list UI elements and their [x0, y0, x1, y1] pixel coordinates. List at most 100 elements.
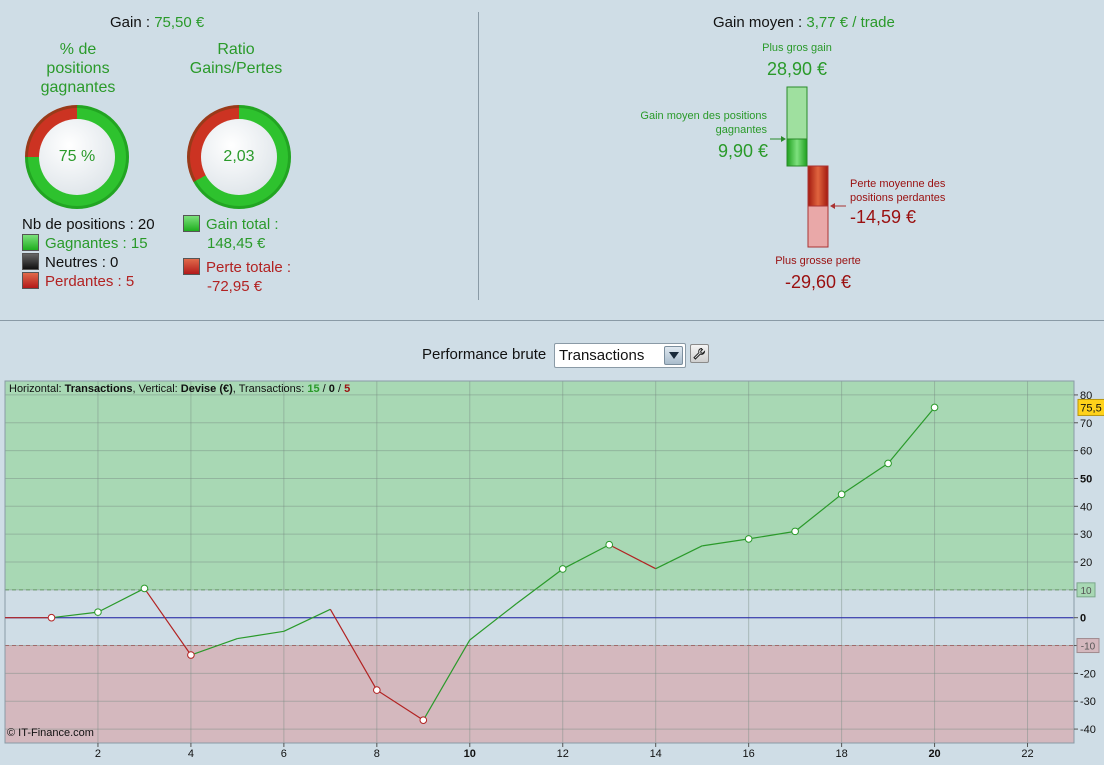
transactions-separator: /	[319, 383, 329, 395]
horizontal-divider	[0, 320, 1104, 321]
avg-gain-bar	[786, 138, 808, 167]
x-tick-label: 4	[188, 748, 194, 760]
perte-totale-value: -72,95 €	[207, 278, 263, 295]
data-point	[930, 403, 939, 412]
ratio-value: 2,03	[201, 119, 277, 195]
series-segment	[51, 611, 99, 619]
y-tick-label: 70	[1080, 418, 1092, 430]
gain-summary: Gain : 75,50 €	[110, 14, 204, 31]
plus-gros-gain-value: 28,90 €	[766, 59, 828, 79]
gain-moyen-pos-label: Gain moyen des positions gagnantes	[620, 109, 767, 137]
perte-moyenne-label: Perte moyenne des positions perdantes	[850, 177, 945, 205]
data-point	[558, 565, 567, 573]
red-square-icon	[183, 258, 200, 275]
chevron-down-icon[interactable]	[664, 346, 683, 365]
data-point	[140, 584, 149, 593]
pct-title-line3: gagnantes	[40, 79, 116, 96]
series-segment	[562, 544, 610, 570]
x-tick-label: 10	[464, 748, 476, 760]
copyright: © IT-Finance.com	[7, 727, 94, 739]
x-tick-label: 18	[835, 748, 847, 760]
win-pct-donut: 75 %	[25, 105, 129, 209]
upper-band-label: 10	[1080, 586, 1092, 597]
y-tick-label: 60	[1080, 446, 1092, 458]
horizontal-label: Horizontal:	[9, 383, 65, 395]
positions-legend: Nb de positions : 20 Gagnantes : 15 Neut…	[22, 215, 155, 291]
series-segment	[469, 603, 517, 641]
y-tick-label: -30	[1080, 696, 1096, 708]
neutres-row: Neutres : 0	[22, 253, 155, 272]
y-tick-label: 80	[1080, 390, 1092, 402]
gain-moyen-pos-value: 9,90 €	[717, 141, 768, 161]
series-segment	[237, 630, 284, 640]
series-segment	[841, 462, 889, 495]
chart-info: Horizontal: Transactions, Vertical: Devi…	[9, 383, 350, 395]
profit-zone	[5, 381, 1074, 590]
green-square-icon	[183, 215, 200, 232]
data-point	[605, 540, 614, 549]
perte-totale-label: Perte totale :	[206, 259, 292, 276]
transactions-separator: /	[334, 383, 345, 395]
gagnantes-text: Gagnantes : 15	[45, 235, 148, 252]
plus-gros-gain-label: Plus gros gain	[762, 42, 832, 54]
performance-select[interactable]: Transactions	[554, 343, 686, 368]
red-square-icon	[22, 272, 39, 289]
ratio-title-line1: Ratio	[217, 41, 255, 58]
vertical-divider	[478, 12, 479, 300]
avg-loss-bar	[807, 165, 829, 207]
pct-title: % de positions gagnantes	[28, 40, 128, 97]
upper-band-badge	[1076, 582, 1096, 598]
horizontal-value: Transactions	[64, 383, 133, 395]
data-point	[791, 527, 799, 536]
series-segment	[283, 608, 331, 632]
last-value-badge	[1077, 398, 1104, 416]
data-point	[373, 686, 381, 694]
loss-zone	[5, 645, 1074, 743]
gain-moyen-header: Gain moyen : 3,77 € / trade	[713, 14, 895, 31]
perte-totale: Perte totale : -72,95 €	[183, 258, 291, 296]
performance-chart: 2 4 6 8 10 12 14 16 18 20 22 -40 -30 -20 -10 0 10 20 30 40 5…	[4, 380, 1104, 760]
x-tick-label: 12	[557, 748, 569, 760]
y-tick-label: 0	[1080, 613, 1086, 625]
gain-value: 75,50 €	[154, 14, 205, 31]
data-point	[744, 535, 753, 543]
series-segment	[376, 689, 424, 721]
data-point	[837, 490, 846, 499]
data-point	[94, 608, 102, 616]
wrench-icon[interactable]	[690, 344, 709, 363]
gain-total-label-row: Gain total :	[183, 215, 279, 234]
black-square-icon	[22, 253, 39, 270]
x-tick-label: 22	[1021, 748, 1033, 760]
plus-grosse-perte-label: Plus grosse perte	[775, 255, 861, 267]
series-segment	[97, 587, 145, 613]
nb-positions: Nb de positions : 20	[22, 216, 155, 233]
y-tick-label: 30	[1080, 529, 1092, 541]
y-tick-label: -20	[1080, 668, 1096, 680]
data-point	[884, 459, 892, 468]
series-segment	[702, 538, 749, 547]
transactions-neutral: 0	[328, 383, 335, 395]
perdantes-text: Perdantes : 5	[45, 273, 135, 290]
data-point	[47, 613, 56, 622]
series-segment	[190, 638, 238, 656]
neutres-text: Neutres : 0	[45, 254, 119, 271]
gain-total-value: 148,45 €	[207, 235, 266, 252]
series-segment	[608, 544, 656, 570]
x-tick-label: 16	[743, 748, 755, 760]
transactions-win: 15	[307, 383, 320, 395]
gain-loss-bars	[770, 86, 846, 248]
plus-grosse-perte-value: -29,60 €	[784, 272, 852, 292]
x-tick-label: 14	[650, 748, 662, 760]
vertical-value: Devise (€)	[180, 383, 233, 395]
last-value-label: 75,5	[1080, 402, 1101, 414]
y-tick-label: -40	[1080, 724, 1096, 736]
lower-band-label: -10	[1081, 642, 1096, 653]
gain-total: Gain total : 148,45 €	[183, 215, 279, 253]
series-segment	[515, 568, 564, 605]
y-tick-label: 40	[1080, 501, 1092, 513]
transactions-label: , Transactions:	[232, 383, 308, 395]
gain-moyen-label: Gain moyen :	[713, 14, 807, 31]
performance-label: Performance brute	[422, 346, 547, 363]
win-pct-value: 75 %	[39, 119, 115, 195]
perte-moyenne-label-1: Perte moyenne des	[850, 178, 946, 190]
